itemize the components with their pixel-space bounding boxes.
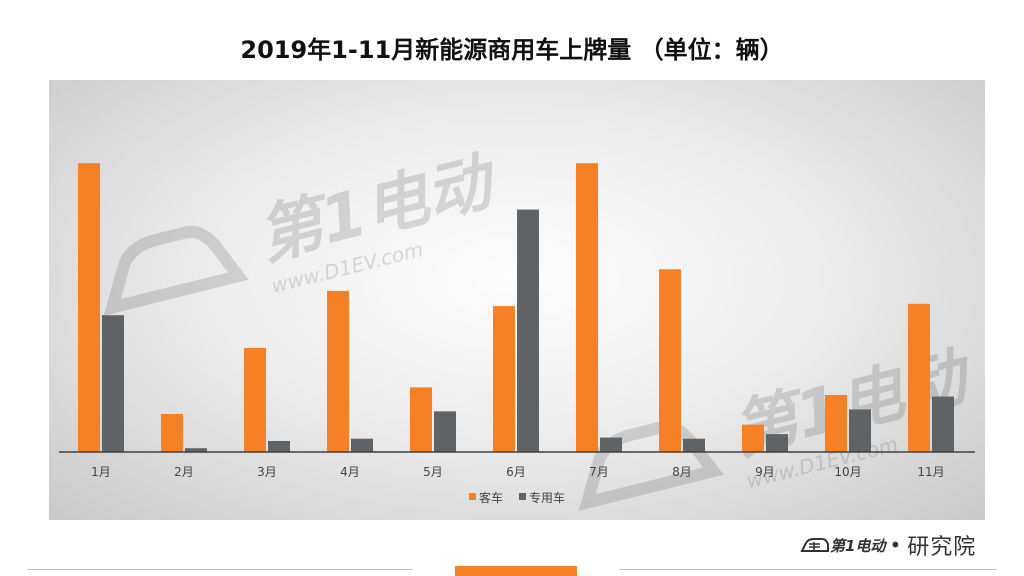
brand-logo: 第1电动 • 研究院 xyxy=(800,530,976,560)
brand-separator: • xyxy=(889,533,902,557)
bars xyxy=(78,163,954,452)
bar-zhuanyongche xyxy=(683,438,705,452)
bar-zhuanyongche xyxy=(185,448,207,452)
legend-label: 客车 xyxy=(479,490,503,505)
footer-divider-right xyxy=(620,569,996,570)
bar-keche xyxy=(327,290,349,452)
bar-zhuanyongche xyxy=(434,411,456,452)
bar-keche xyxy=(742,424,764,452)
brand-suffix: 研究院 xyxy=(907,535,977,560)
chart-title: 2019年1-11月新能源商用车上牌量 （单位：辆） xyxy=(240,36,784,64)
x-tick-labels: 1月 2月 3月 4月 5月 6月 7月 8月 9月 10月 11月 xyxy=(91,465,944,479)
bar-zhuanyongche xyxy=(268,440,290,452)
bar-keche xyxy=(825,395,847,452)
x-tick-label: 2月 xyxy=(174,465,194,479)
bar-zhuanyongche xyxy=(351,438,373,452)
x-tick-label: 10月 xyxy=(834,465,861,479)
brand-logo-text: 第1电动 xyxy=(830,536,886,555)
bar-keche xyxy=(908,303,930,452)
x-tick-label: 5月 xyxy=(423,465,443,479)
bar-keche xyxy=(410,387,432,452)
car-logo-icon xyxy=(800,538,829,552)
bar-keche xyxy=(244,347,266,452)
bar-zhuanyongche xyxy=(600,437,622,452)
bar-keche xyxy=(493,306,515,452)
x-tick-label: 3月 xyxy=(257,465,277,479)
bar-zhuanyongche xyxy=(932,396,954,452)
bar-zhuanyongche xyxy=(766,434,788,452)
x-tick-label: 11月 xyxy=(917,465,944,479)
bar-keche xyxy=(576,163,598,452)
x-tick-label: 7月 xyxy=(589,465,609,479)
watermark-car-icon xyxy=(103,225,249,316)
legend-swatch xyxy=(519,493,526,500)
bar-zhuanyongche xyxy=(849,409,871,452)
footer-accent-bar xyxy=(455,566,577,576)
legend-swatch xyxy=(469,493,476,500)
x-tick-label: 1月 xyxy=(91,465,111,479)
legend-label: 专用车 xyxy=(529,490,565,505)
bar-keche xyxy=(78,163,100,452)
bar-keche xyxy=(161,414,183,452)
x-tick-label: 4月 xyxy=(340,465,360,479)
chart-plot-area: 第1电动 www.D1EV.com 第1电动 www.D1EV.com 1月 2月 3月 4… xyxy=(49,80,985,520)
x-tick-label: 9月 xyxy=(755,465,775,479)
chart-legend: 客车 专用车 xyxy=(469,490,565,505)
bar-zhuanyongche xyxy=(517,209,539,452)
x-tick-label: 6月 xyxy=(506,465,526,479)
footer-divider-left xyxy=(28,569,412,570)
x-tick-label: 8月 xyxy=(672,465,692,479)
bar-zhuanyongche xyxy=(102,315,124,452)
bar-keche xyxy=(659,269,681,452)
